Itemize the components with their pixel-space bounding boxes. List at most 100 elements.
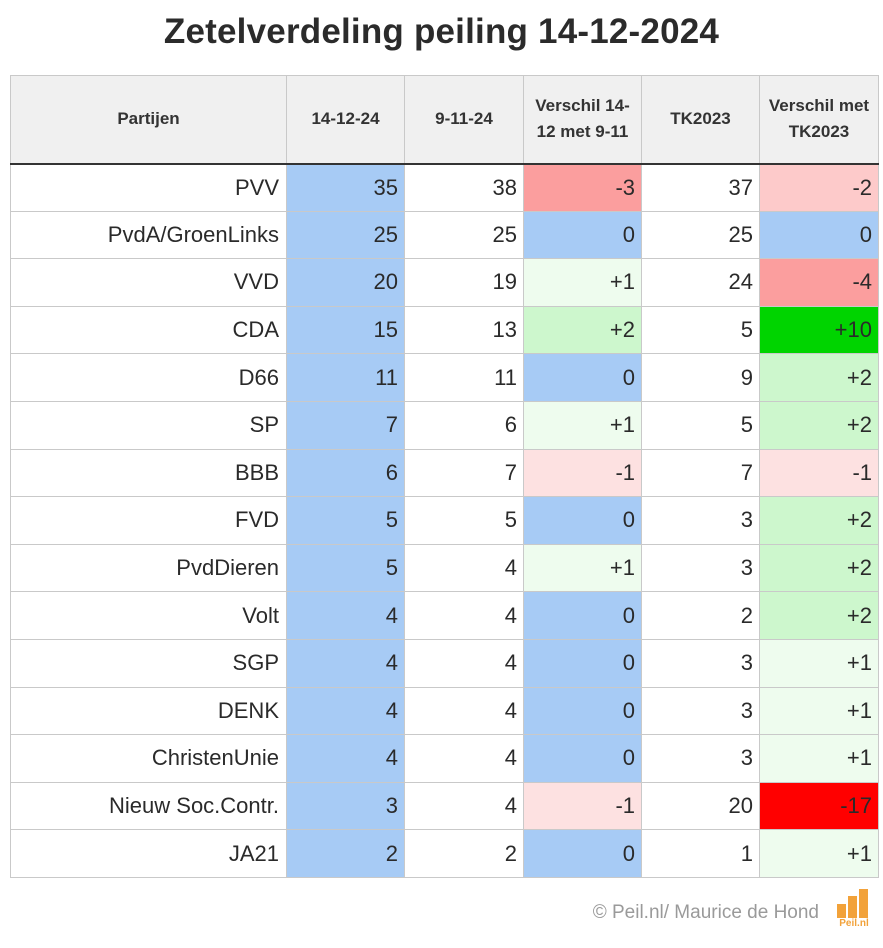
previous-cell: 25 xyxy=(404,210,524,260)
header-party: Partijen xyxy=(10,75,287,164)
table-row: D66 11 11 0 9 +2 xyxy=(10,353,879,402)
table-row: JA21 2 2 0 1 +1 xyxy=(10,829,879,878)
previous-cell: 2 xyxy=(404,829,524,878)
previous-cell: 4 xyxy=(404,638,524,688)
tk2023-cell: 2 xyxy=(641,591,760,640)
previous-cell: 38 xyxy=(404,163,524,212)
previous-cell: 4 xyxy=(404,591,524,640)
current-cell: 11 xyxy=(286,353,405,402)
party-cell: BBB xyxy=(10,448,287,498)
diff-tk2023-cell: +1 xyxy=(759,734,879,783)
party-cell: D66 xyxy=(10,353,287,402)
previous-cell: 19 xyxy=(404,258,524,307)
table-row: SGP 4 4 0 3 +1 xyxy=(10,638,879,688)
previous-cell: 11 xyxy=(404,353,524,402)
table-body: PVV 35 38 -3 37 -2 PvdA/GroenLinks 25 25 0 25 0 VVD 2… xyxy=(10,163,879,878)
diff-tk2023-cell: +1 xyxy=(759,686,879,736)
table-row: PVV 35 38 -3 37 -2 xyxy=(10,163,879,212)
tk2023-cell: 5 xyxy=(641,305,760,355)
diff-previous-cell: 0 xyxy=(523,496,642,545)
current-cell: 15 xyxy=(286,305,405,355)
current-cell: 6 xyxy=(286,448,405,498)
previous-cell: 6 xyxy=(404,400,524,450)
diff-previous-cell: 0 xyxy=(523,686,642,736)
diff-previous-cell: +2 xyxy=(523,305,642,355)
previous-cell: 4 xyxy=(404,734,524,783)
logo-text: Peil.nl xyxy=(839,918,869,929)
tk2023-cell: 3 xyxy=(641,496,760,545)
party-cell: Nieuw Soc.Contr. xyxy=(10,781,287,831)
diff-previous-cell: +1 xyxy=(523,258,642,307)
diff-previous-cell: -1 xyxy=(523,781,642,831)
tk2023-cell: 37 xyxy=(641,163,760,212)
diff-tk2023-cell: +2 xyxy=(759,353,879,402)
current-cell: 4 xyxy=(286,591,405,640)
current-cell: 20 xyxy=(286,258,405,307)
party-cell: JA21 xyxy=(10,829,287,878)
tk2023-cell: 7 xyxy=(641,448,760,498)
current-cell: 3 xyxy=(286,781,405,831)
header-diff-tk2023: Verschil met TK2023 xyxy=(759,75,879,164)
peil-logo: Peil.nl xyxy=(834,889,874,929)
diff-previous-cell: 0 xyxy=(523,638,642,688)
party-cell: FVD xyxy=(10,496,287,545)
header-tk2023: TK2023 xyxy=(641,75,760,164)
tk2023-cell: 3 xyxy=(641,543,760,593)
table-row: BBB 6 7 -1 7 -1 xyxy=(10,448,879,498)
table-row: Nieuw Soc.Contr. 3 4 -1 20 -17 xyxy=(10,781,879,831)
current-cell: 4 xyxy=(286,734,405,783)
table-row: ChristenUnie 4 4 0 3 +1 xyxy=(10,734,879,783)
previous-cell: 7 xyxy=(404,448,524,498)
table-row: PvdA/GroenLinks 25 25 0 25 0 xyxy=(10,210,879,260)
current-cell: 2 xyxy=(286,829,405,878)
party-cell: Volt xyxy=(10,591,287,640)
diff-tk2023-cell: +1 xyxy=(759,638,879,688)
current-cell: 35 xyxy=(286,163,405,212)
diff-previous-cell: 0 xyxy=(523,591,642,640)
party-cell: PVV xyxy=(10,163,287,212)
party-cell: DENK xyxy=(10,686,287,736)
chart-title: Zetelverdeling peiling 14-12-2024 xyxy=(163,12,720,51)
tk2023-cell: 9 xyxy=(641,353,760,402)
party-cell: VVD xyxy=(10,258,287,307)
diff-previous-cell: 0 xyxy=(523,829,642,878)
diff-tk2023-cell: -17 xyxy=(759,781,879,831)
diff-tk2023-cell: 0 xyxy=(759,210,879,260)
current-cell: 5 xyxy=(286,496,405,545)
previous-cell: 5 xyxy=(404,496,524,545)
tk2023-cell: 3 xyxy=(641,734,760,783)
current-cell: 4 xyxy=(286,638,405,688)
previous-cell: 13 xyxy=(404,305,524,355)
tk2023-cell: 20 xyxy=(641,781,760,831)
tk2023-cell: 3 xyxy=(641,638,760,688)
table-row: VVD 20 19 +1 24 -4 xyxy=(10,258,879,307)
current-cell: 7 xyxy=(286,400,405,450)
diff-previous-cell: 0 xyxy=(523,353,642,402)
header-diff-previous: Verschil 14-12 met 9-11 xyxy=(523,75,642,164)
diff-tk2023-cell: +10 xyxy=(759,305,879,355)
party-cell: PvdA/GroenLinks xyxy=(10,210,287,260)
diff-previous-cell: +1 xyxy=(523,400,642,450)
header-previous: 9-11-24 xyxy=(404,75,524,164)
table-row: FVD 5 5 0 3 +2 xyxy=(10,496,879,545)
tk2023-cell: 24 xyxy=(641,258,760,307)
party-cell: SGP xyxy=(10,638,287,688)
party-cell: ChristenUnie xyxy=(10,734,287,783)
tk2023-cell: 3 xyxy=(641,686,760,736)
diff-tk2023-cell: +2 xyxy=(759,400,879,450)
table-row: CDA 15 13 +2 5 +10 xyxy=(10,305,879,355)
tk2023-cell: 5 xyxy=(641,400,760,450)
diff-tk2023-cell: +2 xyxy=(759,591,879,640)
header-row: Partijen 14-12-24 9-11-24 Verschil 14-12… xyxy=(10,75,879,164)
previous-cell: 4 xyxy=(404,686,524,736)
previous-cell: 4 xyxy=(404,781,524,831)
diff-previous-cell: 0 xyxy=(523,210,642,260)
seat-table: Partijen 14-12-24 9-11-24 Verschil 14-12… xyxy=(10,75,879,878)
party-cell: CDA xyxy=(10,305,287,355)
table-row: Volt 4 4 0 2 +2 xyxy=(10,591,879,640)
diff-tk2023-cell: -1 xyxy=(759,448,879,498)
diff-tk2023-cell: +1 xyxy=(759,829,879,878)
current-cell: 5 xyxy=(286,543,405,593)
table-row: SP 7 6 +1 5 +2 xyxy=(10,400,879,450)
diff-tk2023-cell: +2 xyxy=(759,496,879,545)
